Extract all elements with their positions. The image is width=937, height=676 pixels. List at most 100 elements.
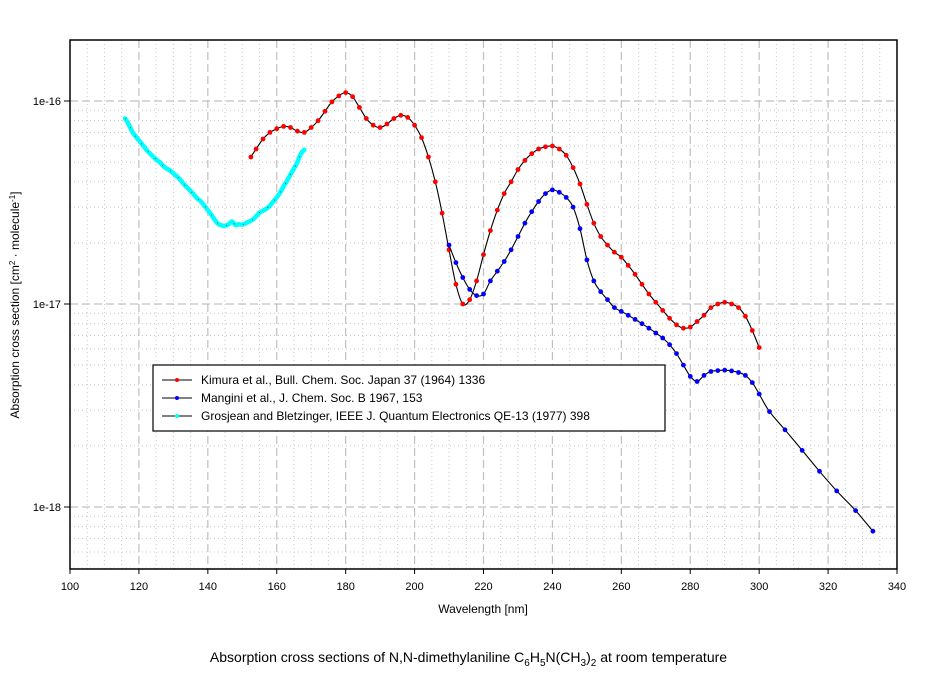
data-point xyxy=(384,121,390,127)
x-tick-label: 200 xyxy=(405,581,423,593)
data-point xyxy=(370,122,376,128)
data-point xyxy=(329,99,335,105)
data-point xyxy=(729,301,734,307)
series-0 xyxy=(248,90,762,350)
data-point xyxy=(563,152,569,158)
data-point xyxy=(687,324,693,330)
data-point xyxy=(432,179,438,185)
data-point xyxy=(756,345,762,350)
series-1 xyxy=(446,187,876,534)
x-tick-label: 220 xyxy=(474,581,492,593)
data-point xyxy=(632,271,638,277)
x-tick-label: 280 xyxy=(681,581,699,593)
chart-caption: Absorption cross sections of N,N-dimethy… xyxy=(209,649,728,669)
y-tick-label: 1e-18 xyxy=(33,502,61,514)
legend-marker-icon xyxy=(175,414,179,418)
data-point xyxy=(687,374,693,379)
x-tick-label: 240 xyxy=(543,581,561,593)
data-point xyxy=(708,305,714,310)
series-2 xyxy=(122,116,307,229)
x-tick-label: 320 xyxy=(819,581,837,593)
x-tick-label: 260 xyxy=(612,581,630,593)
legend-item-kimura: Kimura et al., Bull. Chem. Soc. Japan 37… xyxy=(162,373,485,387)
y-axis-title: Absorption cross section [cm2 · molecule… xyxy=(8,191,23,418)
data-point xyxy=(398,112,404,118)
data-point xyxy=(322,108,328,114)
data-point xyxy=(605,242,610,248)
legend-label: Grosjean and Bletzinger, IEEE J. Quantum… xyxy=(201,409,590,423)
data-point xyxy=(536,146,541,152)
data-point xyxy=(715,368,721,373)
data-point xyxy=(460,275,466,280)
data-point xyxy=(343,90,349,95)
data-point xyxy=(550,143,555,149)
data-point xyxy=(391,116,397,121)
data-point xyxy=(749,328,755,333)
data-point xyxy=(767,409,772,414)
data-point xyxy=(467,287,473,292)
data-point xyxy=(653,330,659,336)
x-tick-label: 140 xyxy=(199,581,217,593)
legend-box xyxy=(152,364,666,432)
data-point xyxy=(577,226,583,232)
data-point xyxy=(570,204,576,210)
data-point xyxy=(536,199,541,204)
data-point xyxy=(715,301,721,307)
data-point xyxy=(474,278,479,284)
data-point xyxy=(591,220,597,226)
series-layer xyxy=(122,90,876,534)
data-point xyxy=(248,154,254,160)
data-point xyxy=(674,351,679,356)
x-tick-label: 160 xyxy=(268,581,286,593)
data-point xyxy=(453,260,459,265)
data-point xyxy=(743,313,748,319)
legend-label: Kimura et al., Bull. Chem. Soc. Japan 37… xyxy=(201,373,485,387)
legend-marker-icon xyxy=(175,378,179,382)
data-point xyxy=(584,257,590,263)
data-point xyxy=(618,309,624,314)
data-point xyxy=(694,319,700,324)
data-point xyxy=(660,335,666,341)
x-axis: 100 120 140 160 180 200 220 240 260 280 300 320 340 xyxy=(61,569,906,593)
x-tick-label: 180 xyxy=(336,581,354,593)
data-point xyxy=(405,115,411,120)
data-point xyxy=(729,368,734,374)
data-point xyxy=(501,259,507,264)
data-point xyxy=(577,181,583,187)
data-point xyxy=(543,144,548,150)
y-tick-label: 1e-17 xyxy=(33,299,61,311)
data-point xyxy=(749,380,755,385)
data-point xyxy=(584,201,590,207)
data-point xyxy=(612,249,617,255)
data-point xyxy=(701,312,707,318)
data-point xyxy=(722,299,728,305)
data-point xyxy=(515,234,521,239)
data-point xyxy=(377,125,383,130)
data-point xyxy=(646,291,652,297)
data-point xyxy=(632,317,638,322)
data-point xyxy=(612,305,617,310)
data-point xyxy=(460,301,466,307)
grid-major xyxy=(70,40,897,569)
data-point xyxy=(363,116,369,121)
data-point xyxy=(260,136,266,142)
data-point xyxy=(736,305,741,310)
data-point xyxy=(782,427,788,433)
legend-item-mangini: Mangini et al., J. Chem. Soc. B 1967, 15… xyxy=(162,391,423,405)
data-point xyxy=(412,122,417,128)
data-point xyxy=(598,234,604,239)
data-point xyxy=(253,146,259,152)
data-point xyxy=(267,130,273,135)
data-point xyxy=(543,191,548,197)
data-point xyxy=(522,158,528,163)
x-tick-label: 300 xyxy=(750,581,768,593)
data-point xyxy=(646,325,652,331)
data-point xyxy=(281,124,286,129)
data-point xyxy=(667,342,672,348)
data-point xyxy=(653,299,659,305)
data-point xyxy=(618,254,624,260)
data-point xyxy=(736,370,741,375)
y-tick-label: 1e-16 xyxy=(33,96,61,108)
data-point xyxy=(515,167,521,172)
